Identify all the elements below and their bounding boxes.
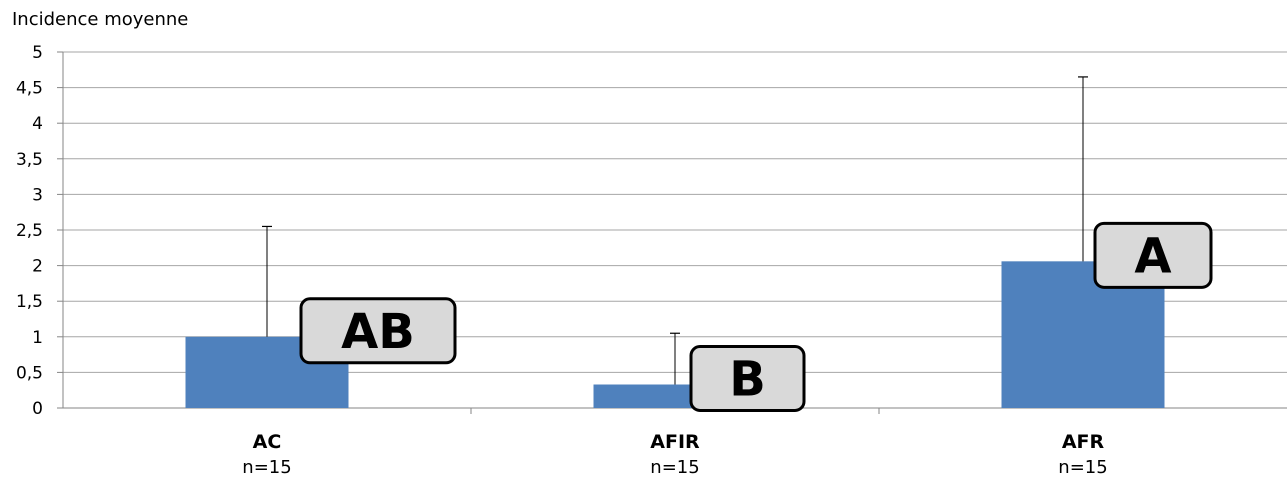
significance-box — [689, 345, 806, 413]
significance-box — [299, 297, 457, 365]
x-sublabel: n=15 — [242, 457, 291, 477]
y-tick-label: 0,5 — [16, 363, 43, 383]
significance-label: B — [729, 352, 766, 408]
significance-box — [1093, 221, 1213, 289]
y-tick-label: 0 — [32, 399, 43, 419]
significance-label: A — [1134, 228, 1171, 284]
y-tick-label: 1,5 — [16, 292, 43, 312]
y-tick-label: 3,5 — [16, 150, 43, 170]
significance-label: AB — [341, 304, 415, 360]
y-tick-label: 4,5 — [16, 79, 43, 99]
y-tick-label: 3 — [32, 185, 43, 205]
y-tick-label: 1 — [32, 328, 43, 348]
y-tick-label: 4 — [32, 114, 43, 134]
x-sublabel: n=15 — [1058, 457, 1107, 477]
x-sublabel: n=15 — [650, 457, 699, 477]
y-tick-label: 2,5 — [16, 221, 43, 241]
x-tick-label: AFR — [1062, 431, 1105, 453]
x-tick-label: AFIR — [650, 431, 700, 453]
y-tick-label: 5 — [32, 43, 43, 63]
y-axis-title: Incidence moyenne — [12, 9, 189, 30]
y-tick-label: 2 — [32, 257, 43, 277]
x-tick-label: AC — [253, 431, 282, 453]
